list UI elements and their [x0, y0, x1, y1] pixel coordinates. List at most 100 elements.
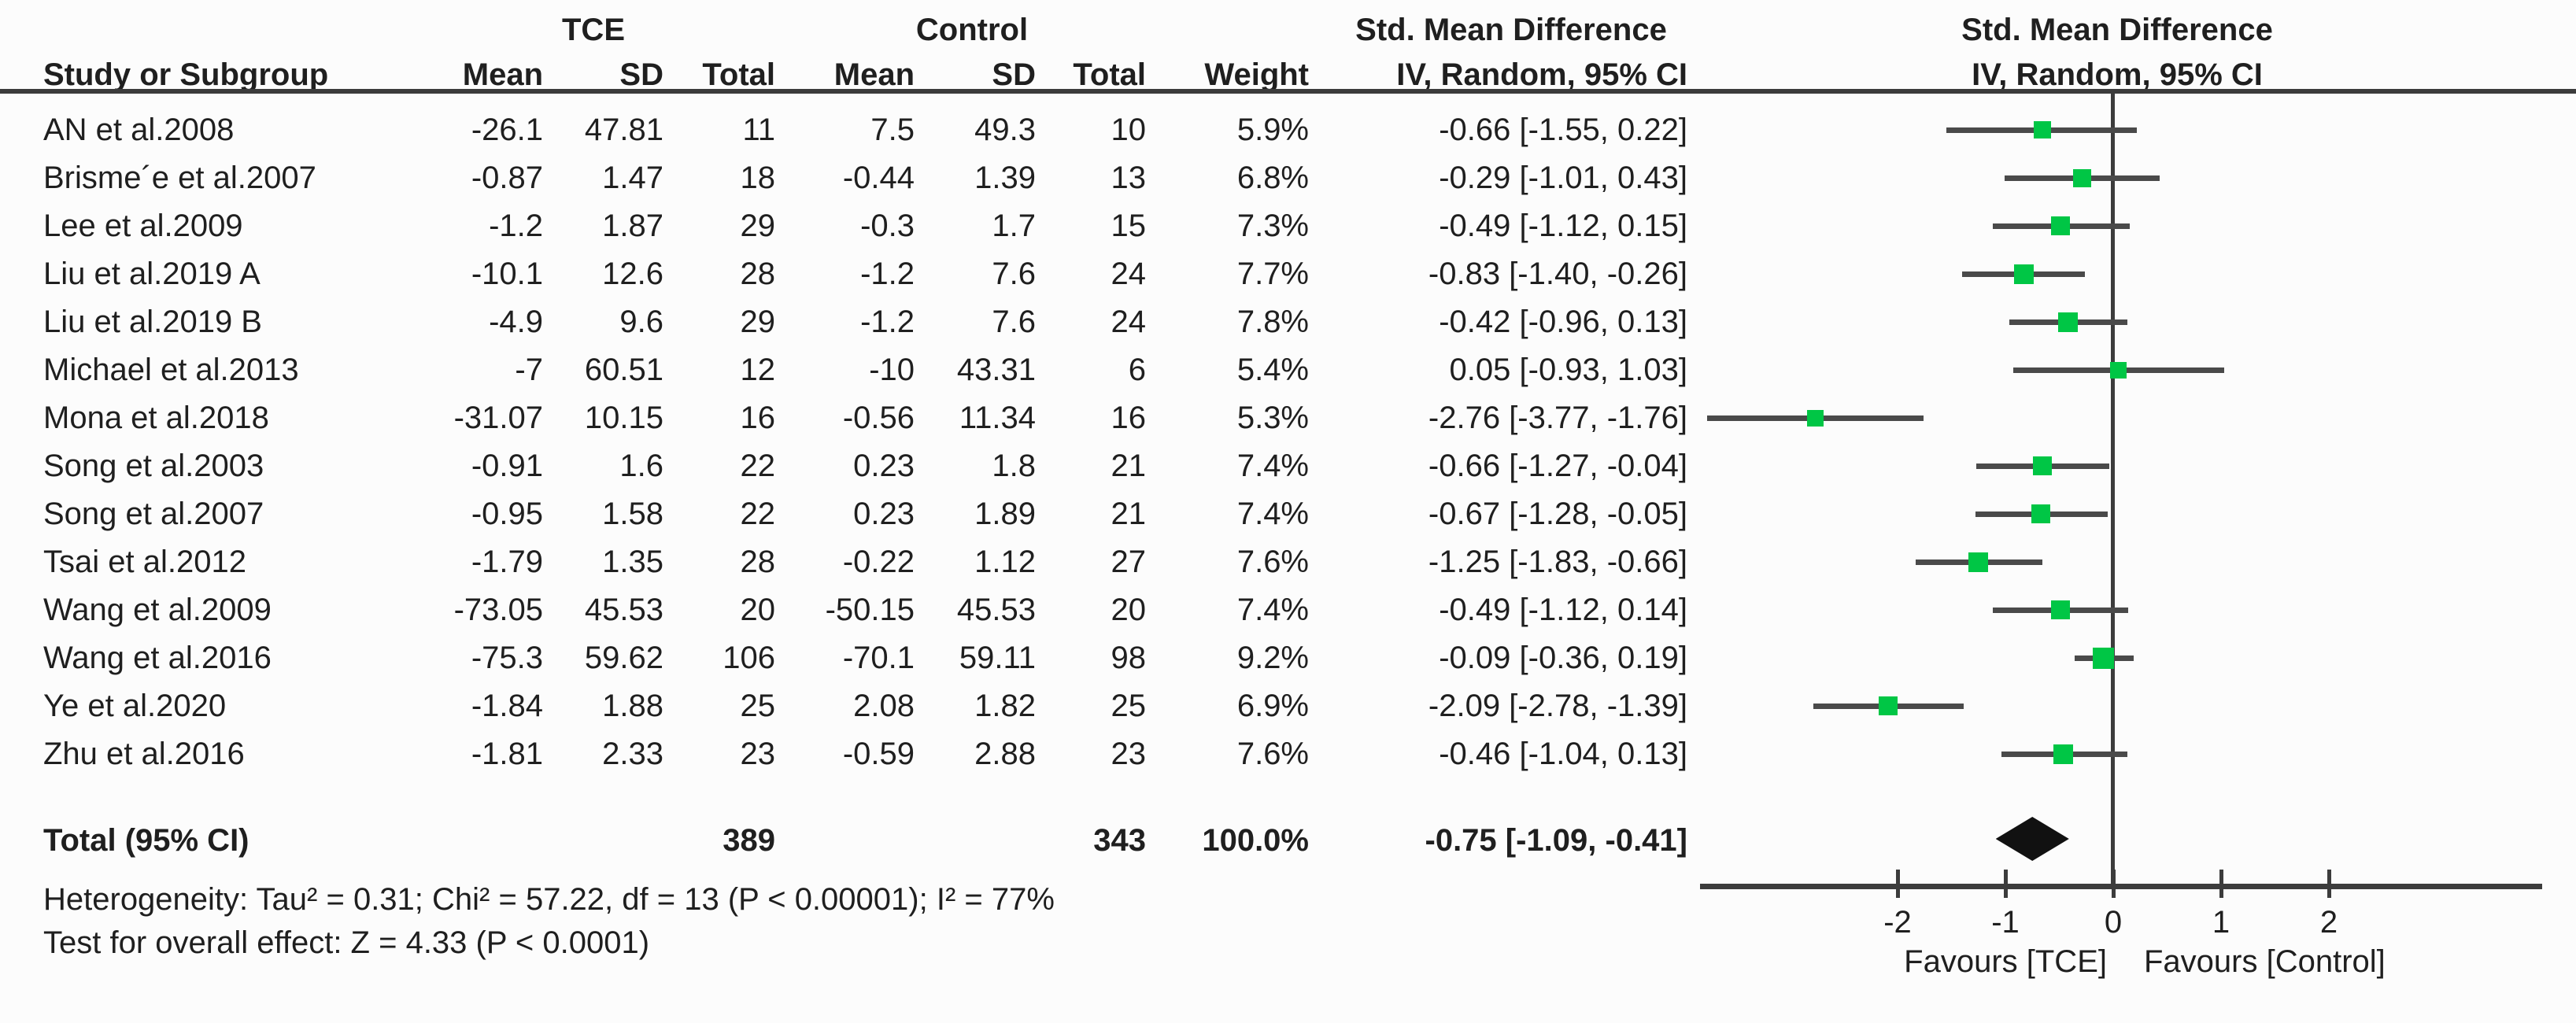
x-axis-tick-label: 2	[2319, 905, 2338, 940]
study-name: Song et al.2007	[43, 497, 264, 531]
control-sd: 7.6	[992, 257, 1036, 291]
col-header-sd-tce: SD	[619, 57, 663, 92]
tce-sd: 45.53	[584, 593, 663, 627]
study-ci-text: -1.25 [-1.83, -0.66]	[1428, 545, 1687, 579]
control-total: 24	[1111, 257, 1147, 291]
study-ci-text: -0.66 [-1.55, 0.22]	[1439, 113, 1687, 147]
tce-sd: 9.6	[619, 305, 663, 339]
study-name: Liu et al.2019 B	[43, 305, 262, 339]
study-ci-text: -2.09 [-2.78, -1.39]	[1428, 689, 1687, 723]
study-weight: 7.6%	[1236, 545, 1309, 579]
col-header-method-plot: IV, Random, 95% CI	[1972, 57, 2263, 92]
effect-square-marker	[2050, 216, 2070, 235]
tce-mean: -75.3	[471, 641, 543, 675]
tce-total: 25	[740, 689, 776, 723]
favours-left-label: Favours [TCE]	[1904, 944, 2107, 979]
study-ci-text: -0.49 [-1.12, 0.14]	[1439, 593, 1687, 627]
study-name: Wang et al.2016	[43, 641, 272, 675]
control-total: 10	[1111, 113, 1147, 147]
tce-sd: 1.88	[602, 689, 663, 723]
tce-sd: 12.6	[602, 257, 663, 291]
tce-mean: -31.07	[453, 401, 543, 435]
control-sd: 1.39	[974, 161, 1036, 195]
control-sd: 59.11	[959, 641, 1036, 675]
control-total: 21	[1111, 497, 1147, 531]
control-mean: 7.5	[870, 113, 915, 147]
x-axis-tick-label: -1	[1991, 905, 2020, 940]
tce-mean: -73.05	[453, 593, 543, 627]
tce-mean: -0.95	[471, 497, 543, 531]
control-sd: 1.89	[974, 497, 1036, 531]
control-total: 21	[1111, 449, 1147, 483]
control-total: 13	[1111, 161, 1147, 195]
control-total: 20	[1111, 593, 1147, 627]
x-axis-tick	[2219, 870, 2223, 898]
effect-square-marker	[1968, 552, 1989, 572]
control-mean: 2.08	[853, 689, 915, 723]
study-weight: 5.9%	[1236, 113, 1309, 147]
col-header-mean-ctrl: Mean	[833, 57, 915, 92]
study-ci-text: 0.05 [-0.93, 1.03]	[1449, 353, 1687, 387]
control-sd: 7.6	[992, 305, 1036, 339]
x-axis-tick-label: -2	[1883, 905, 1912, 940]
effect-square-marker	[2013, 264, 2034, 284]
control-total: 27	[1111, 545, 1147, 579]
total-ci-text: -0.75 [-1.09, -0.41]	[1425, 823, 1688, 858]
tce-total: 28	[740, 545, 776, 579]
control-sd: 45.53	[956, 593, 1036, 627]
heterogeneity-text: Heterogeneity: Tau² = 0.31; Chi² = 57.22…	[43, 882, 1055, 917]
tce-mean: -0.91	[471, 449, 543, 483]
control-total: 25	[1111, 689, 1147, 723]
study-name: Song et al.2003	[43, 449, 264, 483]
effect-header-text-column: Std. Mean Difference	[1355, 13, 1667, 47]
tce-total: 106	[723, 641, 775, 675]
x-axis-tick	[2004, 870, 2008, 898]
tce-mean: -1.79	[471, 545, 543, 579]
total-row-label: Total (95% CI)	[43, 823, 249, 858]
group-header-tce: TCE	[562, 13, 625, 47]
control-sd: 43.31	[956, 353, 1036, 387]
tce-sd: 60.51	[584, 353, 663, 387]
tce-sd: 59.62	[584, 641, 663, 675]
study-name: Liu et al.2019 A	[43, 257, 261, 291]
effect-square-marker	[2050, 600, 2070, 619]
total-n-tce: 389	[723, 823, 775, 858]
zero-reference-line	[2111, 94, 2115, 887]
study-name: Mona et al.2018	[43, 401, 269, 435]
control-total: 6	[1128, 353, 1146, 387]
study-weight: 9.2%	[1236, 641, 1309, 675]
control-mean: -0.3	[860, 209, 915, 243]
control-mean: -0.59	[842, 737, 915, 771]
tce-mean: -10.1	[471, 257, 543, 291]
study-ci-text: -0.83 [-1.40, -0.26]	[1428, 257, 1687, 291]
study-ci-text: -0.29 [-1.01, 0.43]	[1439, 161, 1687, 195]
study-weight: 5.4%	[1236, 353, 1309, 387]
effect-square-marker	[2057, 312, 2078, 332]
col-header-study: Study or Subgroup	[43, 57, 329, 92]
control-sd: 1.7	[992, 209, 1036, 243]
tce-total: 23	[740, 737, 776, 771]
header-rule	[0, 89, 2576, 94]
control-total: 98	[1111, 641, 1147, 675]
control-total: 16	[1111, 401, 1147, 435]
col-header-total-ctrl: Total	[1073, 57, 1146, 92]
group-header-control: Control	[915, 13, 1029, 47]
control-sd: 49.3	[974, 113, 1036, 147]
tce-total: 22	[740, 449, 776, 483]
study-weight: 7.7%	[1236, 257, 1309, 291]
tce-mean: -4.9	[489, 305, 543, 339]
control-total: 24	[1111, 305, 1147, 339]
control-mean: -1.2	[860, 305, 915, 339]
tce-sd: 2.33	[602, 737, 663, 771]
col-header-mean-tce: Mean	[462, 57, 543, 92]
study-weight: 6.9%	[1236, 689, 1309, 723]
study-weight: 7.4%	[1236, 449, 1309, 483]
tce-total: 18	[740, 161, 776, 195]
tce-mean: -1.81	[471, 737, 543, 771]
study-ci-text: -0.42 [-0.96, 0.13]	[1439, 305, 1687, 339]
tce-total: 20	[740, 593, 776, 627]
study-name: Michael et al.2013	[43, 353, 299, 387]
tce-mean: -7	[515, 353, 543, 387]
study-ci-text: -0.67 [-1.28, -0.05]	[1428, 497, 1687, 531]
control-sd: 1.82	[974, 689, 1036, 723]
